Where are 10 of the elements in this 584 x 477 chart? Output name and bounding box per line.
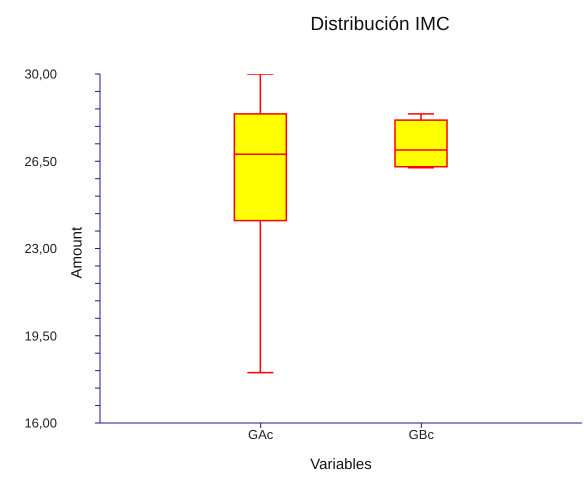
y-tick-label: 23,00 (24, 241, 57, 256)
x-axis-title: Variables (310, 456, 372, 473)
y-tick-label: 30,00 (24, 66, 57, 82)
y-tick-label: 26,50 (24, 154, 57, 169)
x-tick-label: GAc (248, 427, 274, 442)
x-tick-label: GBc (408, 427, 434, 442)
chart-title: Distribución IMC (309, 14, 451, 36)
y-tick-label: 19,50 (24, 328, 57, 344)
y-tick-label: 16,00 (24, 416, 57, 431)
y-axis-title: Amount (68, 226, 86, 278)
